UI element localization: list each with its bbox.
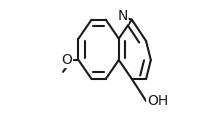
- Text: O: O: [61, 53, 72, 67]
- Text: OH: OH: [147, 94, 169, 108]
- Text: N: N: [117, 9, 128, 23]
